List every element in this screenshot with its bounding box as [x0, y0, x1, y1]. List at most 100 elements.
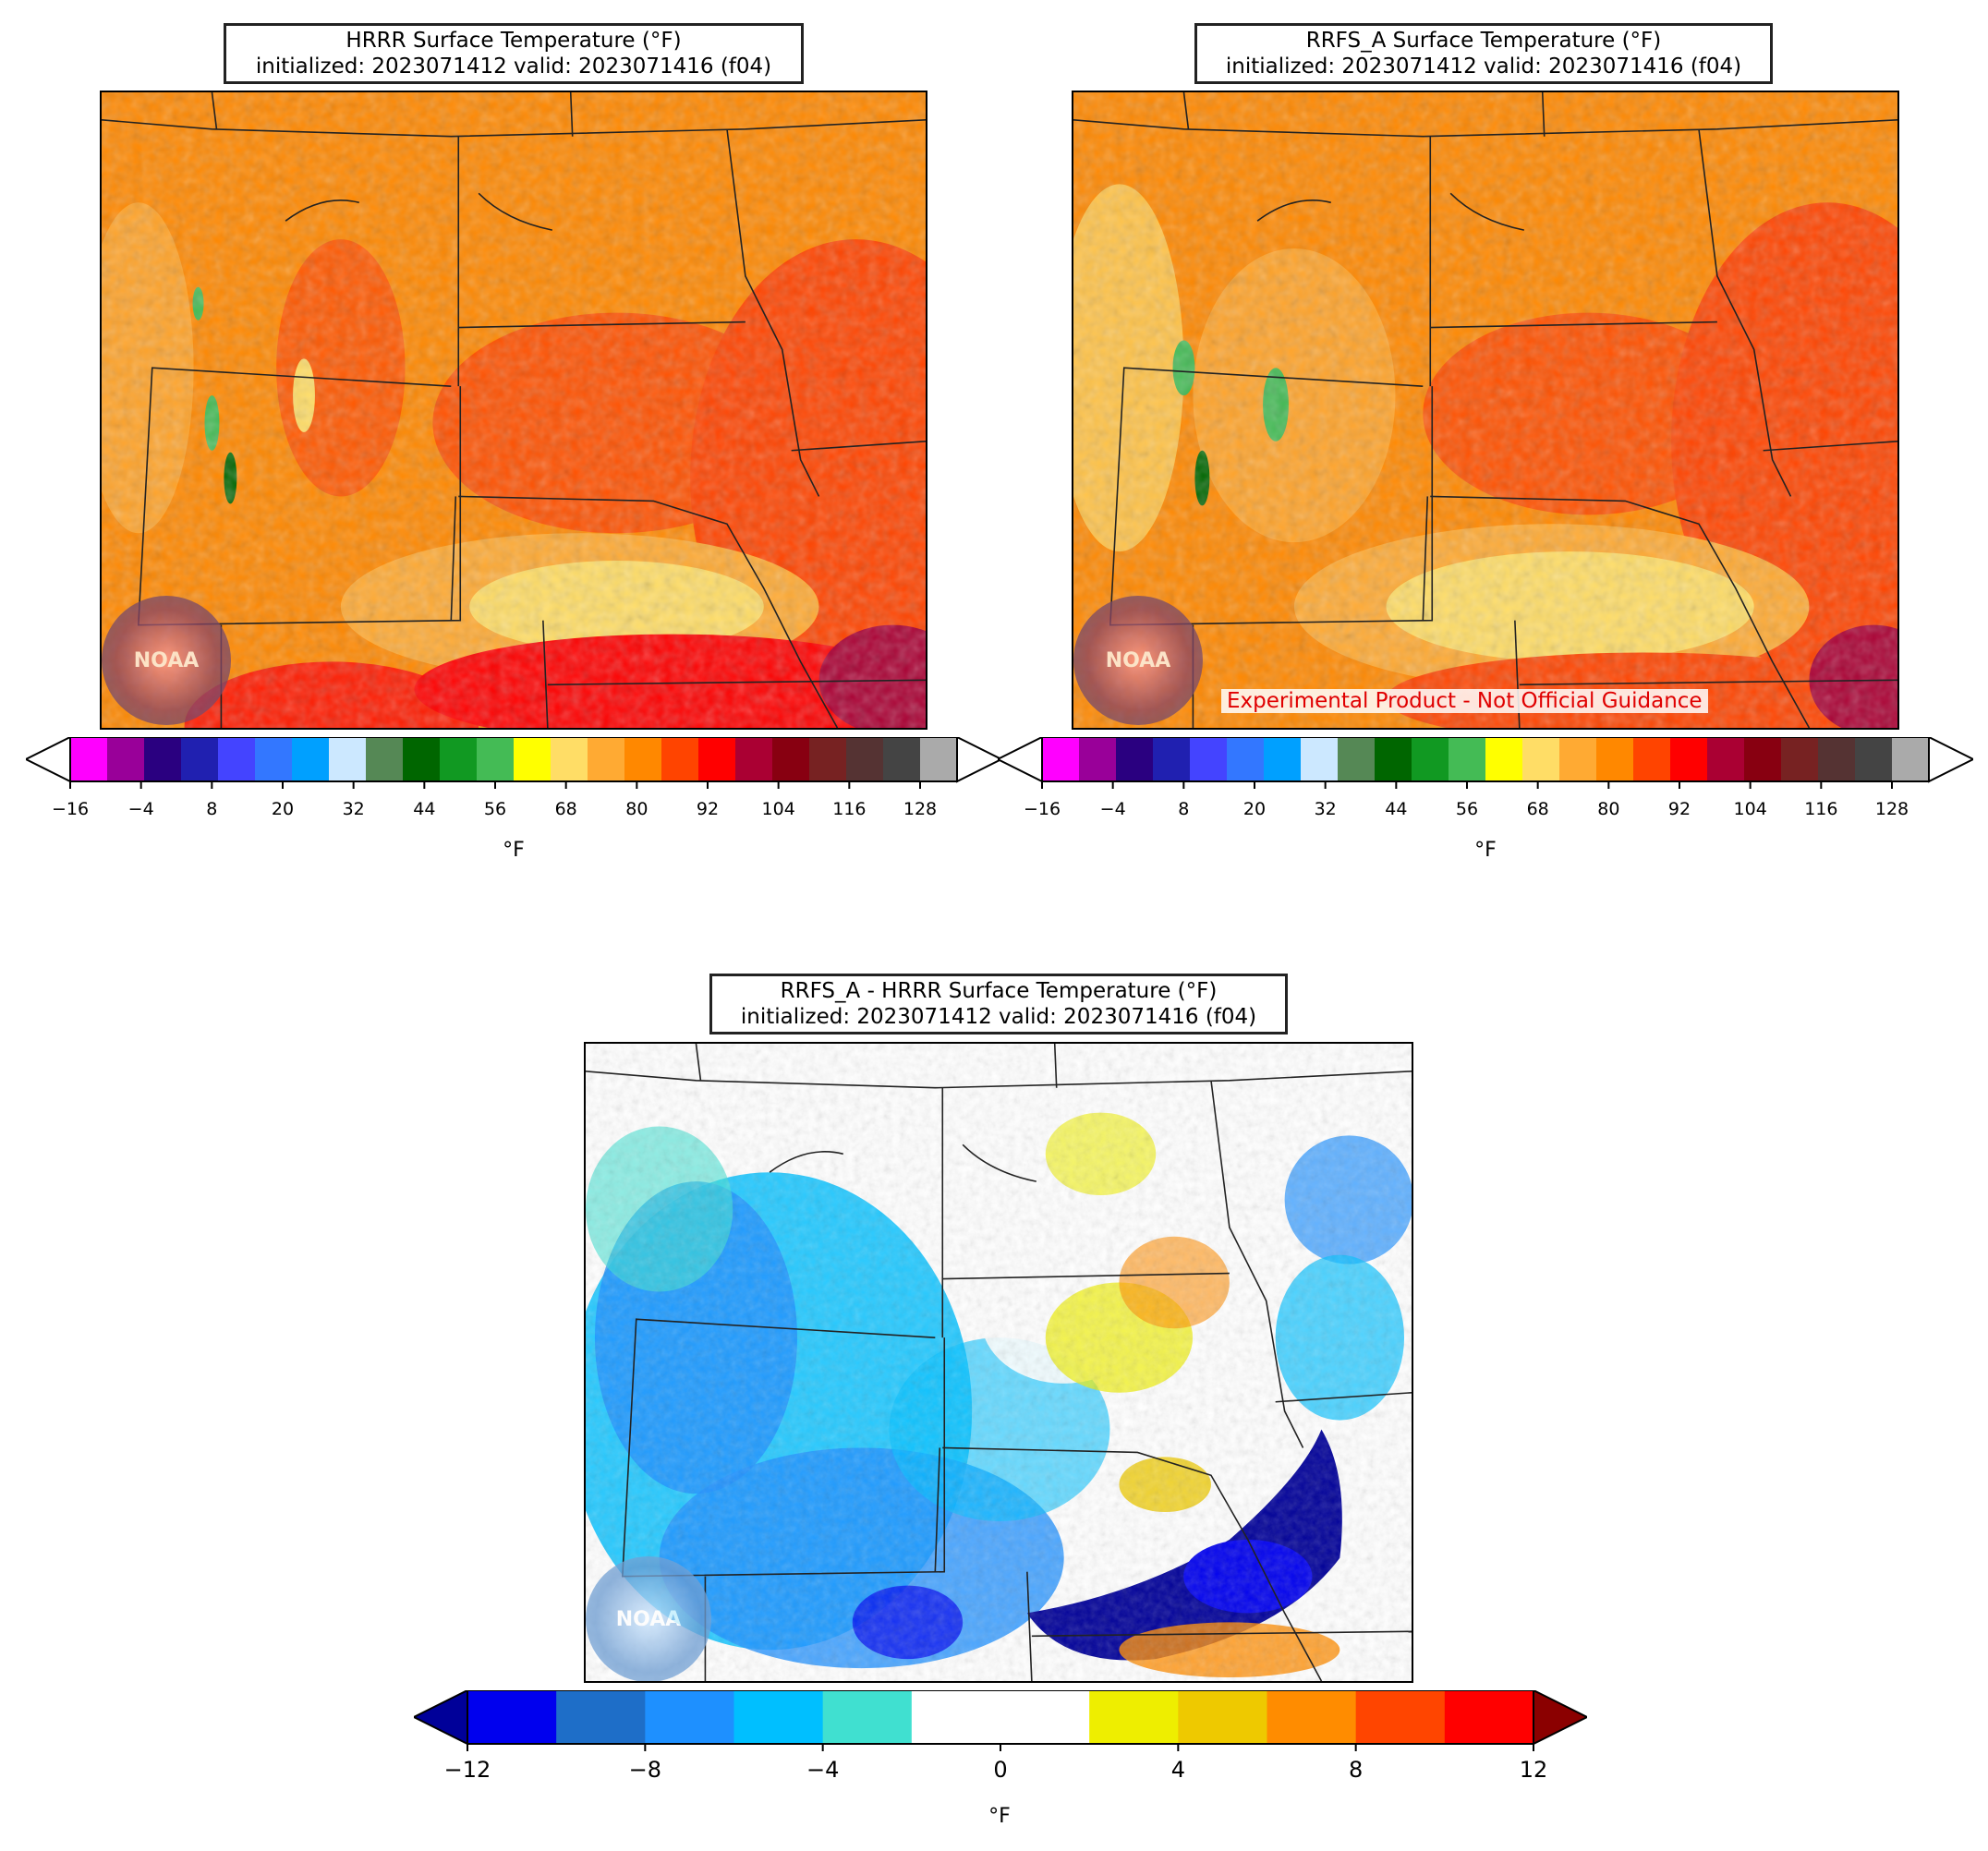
colorbar-swatch	[733, 1690, 824, 1744]
colorbar-swatch	[1444, 1690, 1534, 1744]
colorbar-tick-label: 104	[1734, 799, 1767, 819]
colorbar-tick-label: 44	[413, 799, 435, 819]
colorbar-swatch	[1744, 737, 1782, 781]
panel3-title-line2: initialized: 2023071412 valid: 202307141…	[740, 1005, 1257, 1029]
colorbar-swatch	[1781, 737, 1819, 781]
colorbar-swatch	[403, 737, 441, 781]
colorbar-tick-label: −8	[629, 1757, 661, 1783]
colorbar-swatch	[1190, 737, 1228, 781]
colorbar-swatch	[292, 737, 330, 781]
panel3-noaa-logo: NOAA	[586, 1556, 711, 1681]
colorbar-tick-label: 116	[1804, 799, 1837, 819]
colorbar-tick-label: 92	[1668, 799, 1691, 819]
colorbar-swatch	[1892, 737, 1930, 781]
colorbar-swatch	[1079, 737, 1117, 781]
colorbar-swatch	[588, 737, 625, 781]
panel3-colorbar-unit: °F	[988, 1805, 1011, 1828]
colorbar-frame	[1041, 737, 1930, 782]
colorbar-swatch	[822, 1690, 913, 1744]
panel2-logo-text: NOAA	[1105, 648, 1171, 672]
colorbar-swatch	[624, 737, 662, 781]
colorbar-tick-label: 128	[1875, 799, 1909, 819]
colorbar-swatch	[551, 737, 588, 781]
colorbar-tick-label: −4	[806, 1757, 839, 1783]
colorbar-swatch	[1596, 737, 1634, 781]
colorbar-tick-label: −12	[444, 1757, 491, 1783]
colorbar-tick-label: 104	[762, 799, 795, 819]
colorbar-swatch	[107, 737, 145, 781]
colorbar-swatch	[1375, 737, 1412, 781]
colorbar-under-triangle	[998, 737, 1043, 783]
colorbar-tick-label: 8	[1349, 1757, 1363, 1783]
panel1-map: NOAA	[100, 91, 927, 730]
colorbar-swatch	[1227, 737, 1265, 781]
colorbar-swatch	[1449, 737, 1486, 781]
colorbar-swatch	[144, 737, 182, 781]
colorbar-swatch	[1338, 737, 1376, 781]
panel2-title: RRFS_A Surface Temperature (°F) initiali…	[1194, 23, 1773, 84]
panel2-title-line2: initialized: 2023071412 valid: 202307141…	[1225, 54, 1742, 79]
colorbar-swatch	[1522, 737, 1560, 781]
colorbar-tick-label: 80	[625, 799, 648, 819]
panel1-title: HRRR Surface Temperature (°F) initialize…	[224, 23, 804, 84]
panel3-title: RRFS_A - HRRR Surface Temperature (°F) i…	[709, 974, 1288, 1034]
panel1-colorbar-unit: °F	[503, 839, 525, 862]
colorbar-tick-label: 8	[206, 799, 217, 819]
colorbar-swatch	[1412, 737, 1449, 781]
panel2-colorbar-unit: °F	[1474, 839, 1497, 862]
colorbar-under-triangle	[414, 1690, 468, 1746]
colorbar-tick-label: 32	[1315, 799, 1337, 819]
panel2-colorbar: −16 −4 8 20 32 44 56 68 80 92 104 116 128	[998, 737, 1973, 819]
colorbar-tick-label: 20	[272, 799, 294, 819]
colorbar-swatch	[772, 737, 810, 781]
colorbar-swatch	[735, 737, 773, 781]
panel1-noaa-logo: NOAA	[102, 596, 231, 725]
colorbar-swatch	[1559, 737, 1597, 781]
colorbar-tick-label: −4	[128, 799, 154, 819]
colorbar-over-triangle	[1928, 737, 1973, 783]
colorbar-swatch	[661, 737, 699, 781]
colorbar-swatch	[218, 737, 256, 781]
colorbar-swatch	[556, 1690, 646, 1744]
colorbar-swatch	[1267, 1690, 1357, 1744]
colorbar-swatch	[70, 737, 108, 781]
colorbar-tick-label: 8	[1178, 799, 1189, 819]
colorbar-tick-label: −16	[1024, 799, 1061, 819]
colorbar-frame	[69, 737, 958, 782]
panel3-colorbar: −12 −8 −4 0 4 8 12	[414, 1690, 1587, 1783]
colorbar-swatch	[1355, 1690, 1446, 1744]
panel1-title-line1: HRRR Surface Temperature (°F)	[345, 29, 682, 53]
colorbar-swatch	[883, 737, 921, 781]
colorbar-swatch	[440, 737, 478, 781]
colorbar-tick-label: 0	[993, 1757, 1007, 1783]
colorbar-tick-label: 128	[903, 799, 937, 819]
panel3-map-field	[586, 1044, 1412, 1681]
colorbar-tick-label: 92	[697, 799, 719, 819]
colorbar-swatch	[698, 737, 736, 781]
colorbar-swatch	[366, 737, 404, 781]
colorbar-swatch	[1670, 737, 1708, 781]
colorbar-tick-label: 20	[1243, 799, 1266, 819]
colorbar-tick-label: 12	[1520, 1757, 1548, 1783]
panel1-colorbar: −16 −4 8 20 32 44 56 68 80 92 104 116 128	[26, 737, 1001, 819]
colorbar-swatch	[645, 1690, 734, 1744]
colorbar-swatch	[1042, 737, 1080, 781]
colorbar-tick-label: 56	[484, 799, 506, 819]
colorbar-swatch	[1178, 1690, 1267, 1744]
colorbar-swatch	[1707, 737, 1745, 781]
colorbar-swatch	[1000, 1690, 1090, 1744]
colorbar-under-triangle	[26, 737, 71, 783]
colorbar-swatch	[181, 737, 219, 781]
colorbar-swatch	[846, 737, 884, 781]
panel2-noaa-logo: NOAA	[1073, 596, 1203, 725]
colorbar-tick-label: 68	[1527, 799, 1549, 819]
panel2-disclaimer: Experimental Product - Not Official Guid…	[1221, 689, 1708, 713]
panel3-map: NOAA	[584, 1042, 1413, 1683]
colorbar-over-triangle	[1533, 1690, 1587, 1746]
colorbar-swatch	[911, 1690, 1001, 1744]
colorbar-tick-label: 56	[1456, 799, 1478, 819]
panel1-map-field	[102, 92, 926, 728]
colorbar-swatch	[1089, 1690, 1179, 1744]
panel2-map-field	[1073, 92, 1897, 728]
colorbar-tick-label: −4	[1100, 799, 1126, 819]
